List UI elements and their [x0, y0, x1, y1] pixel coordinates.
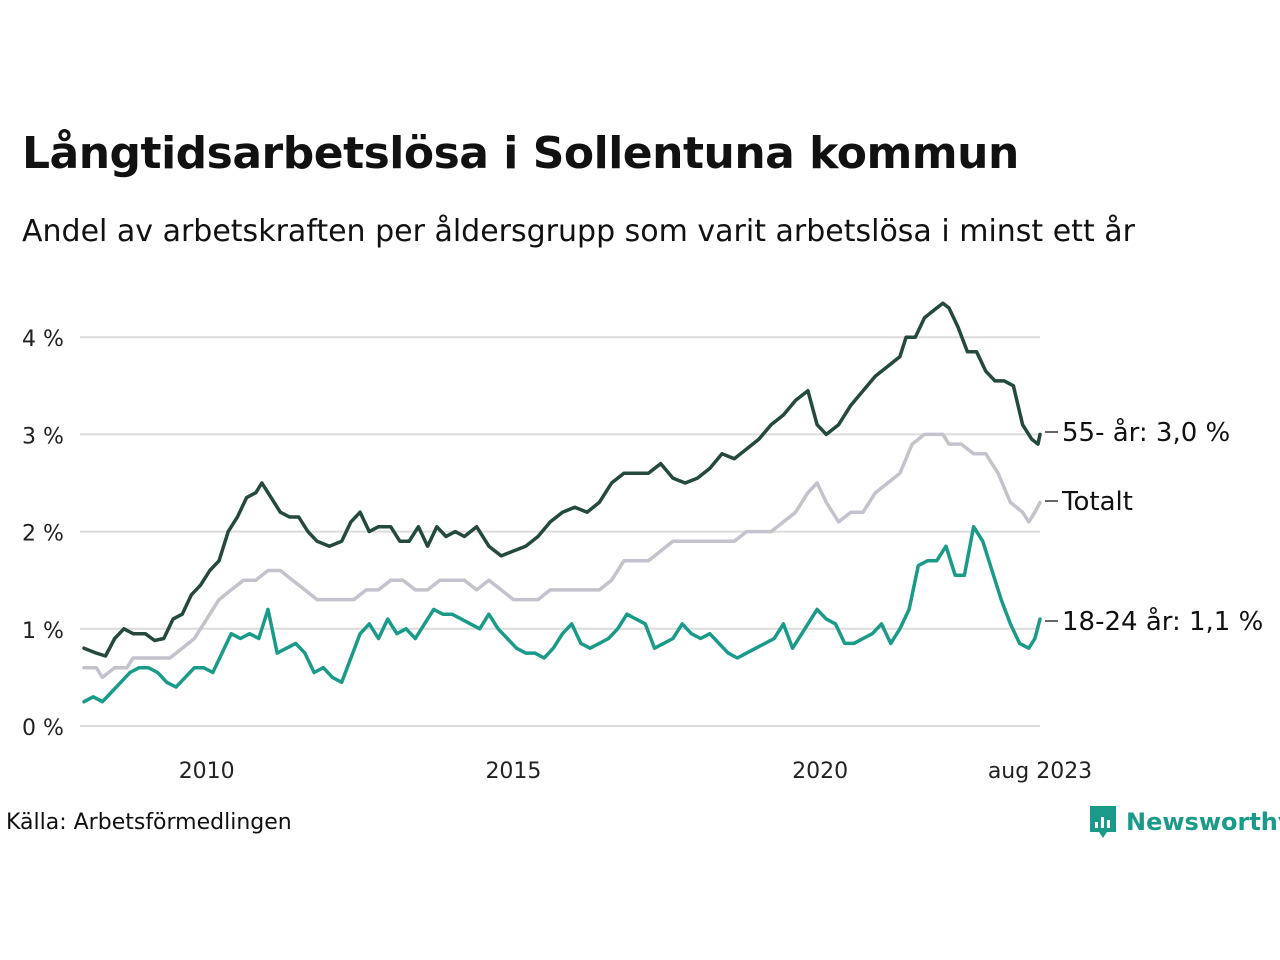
chart-subtitle: Andel av arbetskraften per åldersgrupp s…: [22, 214, 1135, 249]
end-label-total: Totalt: [1061, 487, 1133, 517]
y-tick-label: 1 %: [22, 619, 64, 644]
y-tick-label: 0 %: [22, 716, 64, 741]
x-tick-label: aug 2023: [988, 759, 1092, 784]
y-tick-label: 4 %: [22, 327, 64, 352]
y-tick-label: 3 %: [22, 424, 64, 449]
grid-lines: [80, 336, 1040, 727]
end-label-s55: 55- år: 3,0 %: [1062, 417, 1230, 448]
end-label-young: 18-24 år: 1,1 %: [1062, 606, 1263, 637]
series-line-young: [82, 524, 1042, 704]
x-tick-label: 2015: [485, 759, 541, 784]
newsworthy-logo-icon: [1090, 806, 1116, 838]
end-labels: Totalt 55- år: 3,0 % 18-24 år: 1,1 %: [1045, 417, 1263, 637]
series-line-total: [82, 432, 1042, 680]
series-line-s55: [82, 301, 1042, 658]
y-axis-ticks: 0 % 1 % 2 % 3 % 4 %: [22, 327, 64, 741]
logo-text: Newsworthy: [1126, 808, 1280, 836]
x-axis-ticks: 2010 2015 2020 aug 2023: [179, 759, 1092, 784]
series-lines: [82, 301, 1042, 704]
y-tick-label: 2 %: [22, 522, 64, 547]
x-tick-label: 2020: [792, 759, 848, 784]
x-tick-label: 2010: [179, 759, 235, 784]
chart-title: Långtidsarbetslösa i Sollentuna kommun: [22, 128, 1019, 179]
source-note: Källa: Arbetsförmedlingen: [6, 810, 292, 835]
newsworthy-logo[interactable]: Newsworthy: [1088, 804, 1280, 840]
